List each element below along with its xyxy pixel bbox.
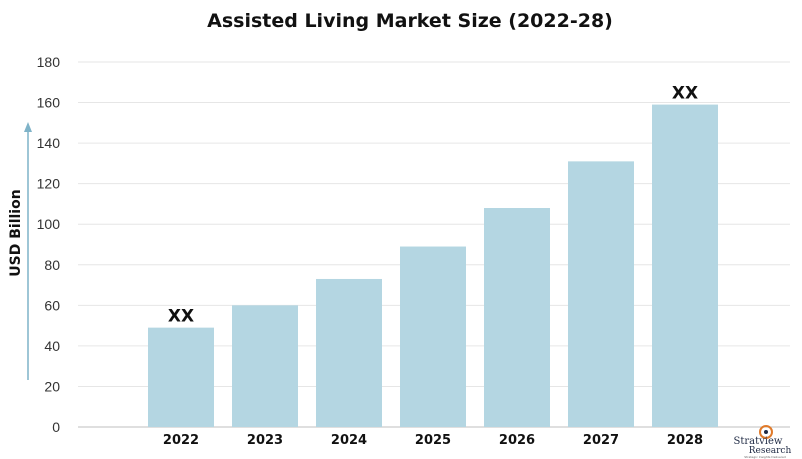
y-tick-label: 140 bbox=[37, 135, 61, 151]
x-tick-label: 2028 bbox=[667, 433, 703, 448]
data-label: XX bbox=[672, 84, 698, 104]
y-tick-label: 180 bbox=[37, 54, 61, 70]
y-tick-label: 0 bbox=[52, 419, 60, 435]
y-axis-label: USD Billion bbox=[8, 189, 24, 276]
logo-tagline: Strategic Insights Delivered bbox=[744, 455, 786, 459]
chart-title: Assisted Living Market Size (2022-28) bbox=[207, 10, 613, 32]
data-label: XX bbox=[168, 307, 194, 327]
y-tick-label: 160 bbox=[37, 95, 61, 111]
logo-text: Stratview bbox=[734, 436, 783, 447]
bar-2024 bbox=[316, 278, 382, 427]
bars bbox=[148, 104, 718, 427]
y-tick-label: 60 bbox=[44, 297, 60, 313]
x-axis-ticks: 2022 2023 2024 2025 2026 2027 2028 bbox=[163, 433, 703, 448]
y-tick-label: 20 bbox=[44, 378, 60, 394]
logo-subtext: Research bbox=[749, 446, 792, 456]
x-tick-label: 2025 bbox=[415, 433, 451, 448]
x-tick-label: 2024 bbox=[331, 433, 367, 448]
bar-2023 bbox=[232, 305, 298, 427]
bar-2028 bbox=[652, 104, 718, 427]
y-axis-arrow bbox=[24, 122, 32, 380]
y-tick-label: 100 bbox=[37, 216, 61, 232]
logo: Stratview Research Strategic Insights De… bbox=[734, 425, 792, 459]
logo-mark-icon bbox=[759, 425, 773, 439]
bar-2025 bbox=[400, 246, 466, 427]
bar-2026 bbox=[484, 208, 550, 427]
x-tick-label: 2027 bbox=[583, 433, 619, 448]
y-tick-label: 40 bbox=[44, 338, 60, 354]
y-axis-ticks: 0 20 40 60 80 100 120 140 160 180 bbox=[37, 54, 61, 435]
y-tick-label: 120 bbox=[37, 176, 61, 192]
bar-2022 bbox=[148, 327, 214, 427]
data-labels: XX XX bbox=[168, 84, 698, 327]
y-tick-label: 80 bbox=[44, 257, 60, 273]
x-tick-label: 2023 bbox=[247, 433, 283, 448]
bar-2027 bbox=[568, 161, 634, 427]
x-tick-label: 2022 bbox=[163, 433, 199, 448]
x-tick-label: 2026 bbox=[499, 433, 535, 448]
